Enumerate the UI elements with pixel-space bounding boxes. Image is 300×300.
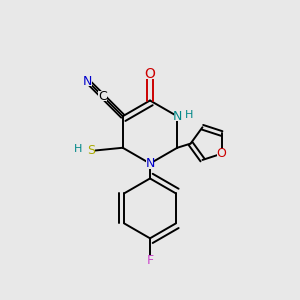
Text: N: N <box>172 110 182 123</box>
Text: O: O <box>145 67 155 81</box>
Bar <box>83 76 92 86</box>
Bar <box>146 256 154 266</box>
Bar <box>88 146 95 156</box>
Bar <box>185 110 192 119</box>
Text: O: O <box>217 147 226 160</box>
Bar <box>146 158 154 169</box>
Text: F: F <box>146 254 154 268</box>
Bar <box>98 91 107 101</box>
Bar <box>173 111 181 121</box>
Bar <box>79 145 86 154</box>
Text: C: C <box>98 90 107 103</box>
Text: N: N <box>145 157 155 170</box>
Text: N: N <box>83 75 92 88</box>
Text: S: S <box>87 144 95 158</box>
Text: H: H <box>74 144 82 154</box>
Bar <box>144 68 156 79</box>
Text: H: H <box>184 110 193 120</box>
Bar <box>217 148 226 159</box>
